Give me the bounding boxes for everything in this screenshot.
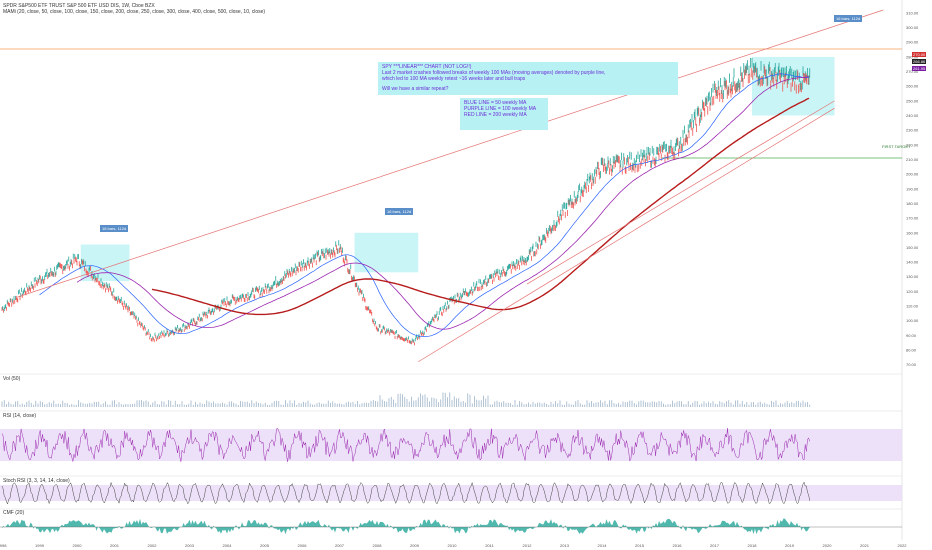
x-tick-label: 2001 — [110, 543, 120, 548]
first-target-label: FIRST TARGET — [882, 144, 911, 149]
x-tick-label: 2008 — [373, 543, 383, 548]
y-tick-label: 220.00 — [906, 142, 919, 147]
x-tick-label: 2022 — [898, 543, 908, 548]
x-tick-label: 2014 — [598, 543, 608, 548]
y-tick-label: 290.00 — [906, 40, 919, 45]
ma200-line — [151, 97, 810, 316]
x-tick-label: 2004 — [223, 543, 233, 548]
x-tick-label: 2018 — [748, 543, 758, 548]
y-tick-label: 170.00 — [906, 216, 919, 221]
rsi-line — [1, 427, 810, 462]
stoch-band — [0, 485, 902, 501]
y-tick-label: 90.00 — [906, 333, 917, 338]
y-tick-label: 130.00 — [906, 274, 919, 279]
y-tick-label: 180.00 — [906, 201, 919, 206]
support-trendline — [526, 100, 835, 285]
y-tick-label: 240.00 — [906, 113, 919, 118]
stoch-line — [1, 481, 810, 505]
y-tick-label: 260.00 — [906, 84, 919, 89]
annotation-line1: Last 2 market crashes followed breaks of… — [382, 70, 606, 76]
y-tick-label: 270.00 — [906, 69, 919, 74]
y-tick-label: 150.00 — [906, 245, 919, 250]
y-tick-label: 190.00 — [906, 186, 919, 191]
annotation-line2: which led to 100 MA weekly retest ~16 we… — [382, 76, 526, 82]
callout-2000: 16 bars, 112d — [100, 225, 129, 232]
y-tick-label: 80.00 — [906, 348, 917, 353]
ma100-line — [76, 76, 809, 330]
y-tick-label: 300.00 — [906, 25, 919, 30]
x-tick-label: 1999 — [35, 543, 45, 548]
y-tick-label: 70.00 — [906, 362, 917, 367]
annotation-title: SPY ***LINEAR*** CHART (NOT LOG!!) — [382, 64, 472, 70]
ma-line: MAMi (20, close, 50, close, 100, close, … — [3, 9, 266, 15]
lower-trendline — [418, 107, 835, 363]
callout-2018: 16 bars, 112d — [834, 15, 863, 22]
stoch-label: Stoch RSI (3, 3, 14, 14, close) — [3, 478, 70, 484]
x-tick-label: 2021 — [860, 543, 870, 548]
y-tick-label: 230.00 — [906, 128, 919, 133]
y-tick-label: 110.00 — [906, 304, 919, 309]
x-tick-label: 2000 — [73, 543, 83, 548]
upper-trendline — [16, 9, 884, 298]
rsi-label: RSI (14, close) — [3, 413, 37, 419]
x-tick-label: 2010 — [448, 543, 458, 548]
x-tick-label: 2007 — [335, 543, 345, 548]
x-tick-label: 2020 — [823, 543, 833, 548]
x-tick-label: 2016 — [673, 543, 683, 548]
cmf-area — [2, 518, 811, 535]
x-tick-label: 2013 — [560, 543, 570, 548]
legend-red: RED LINE = 200 weekly MA — [464, 112, 527, 118]
x-tick-label: 2019 — [785, 543, 795, 548]
x-tick-label: 1998 — [0, 543, 7, 548]
y-tick-label: 200.00 — [906, 172, 919, 177]
vol-label: Vol (50) — [3, 376, 21, 382]
x-tick-label: 2003 — [185, 543, 195, 548]
callout-2007: 16 bars, 112d — [385, 208, 414, 215]
symbol-line: SPDR S&P500 ETF TRUST S&P 500 ETF USD DI… — [3, 3, 155, 9]
y-tick-label: 100.00 — [906, 318, 919, 323]
x-tick-label: 2009 — [410, 543, 420, 548]
y-tick-label: 310.00 — [906, 10, 919, 15]
x-tick-label: 2012 — [523, 543, 533, 548]
cmf-label: CMF (20) — [3, 510, 25, 516]
price-tag-2: 266.86 — [912, 59, 927, 64]
x-tick-label: 2006 — [298, 543, 308, 548]
price-tag-1: 270.00 — [912, 52, 927, 57]
annotation-box: SPY ***LINEAR*** CHART (NOT LOG!!) Last … — [378, 62, 678, 95]
x-tick-label: 2005 — [260, 543, 270, 548]
price-tag-3: 261.95 — [912, 66, 927, 71]
x-tick-label: 2002 — [148, 543, 158, 548]
legend-purple: PURPLE LINE = 100 weekly MA — [464, 106, 537, 112]
x-tick-label: 2011 — [485, 543, 494, 548]
x-tick-label: 2015 — [635, 543, 645, 548]
y-tick-label: 210.00 — [906, 157, 919, 162]
x-tick-label: 2017 — [710, 543, 720, 548]
legend-blue: BLUE LINE = 50 weekly MA — [464, 100, 527, 106]
highlight-box — [354, 232, 419, 273]
legend-box: BLUE LINE = 50 weekly MA PURPLE LINE = 1… — [460, 98, 548, 130]
annotation-question: Will we have a similar repeat? — [382, 86, 449, 92]
ma50-line — [39, 73, 810, 337]
y-tick-label: 160.00 — [906, 230, 919, 235]
y-tick-label: 140.00 — [906, 260, 919, 265]
y-tick-label: 250.00 — [906, 98, 919, 103]
y-tick-label: 120.00 — [906, 289, 919, 294]
